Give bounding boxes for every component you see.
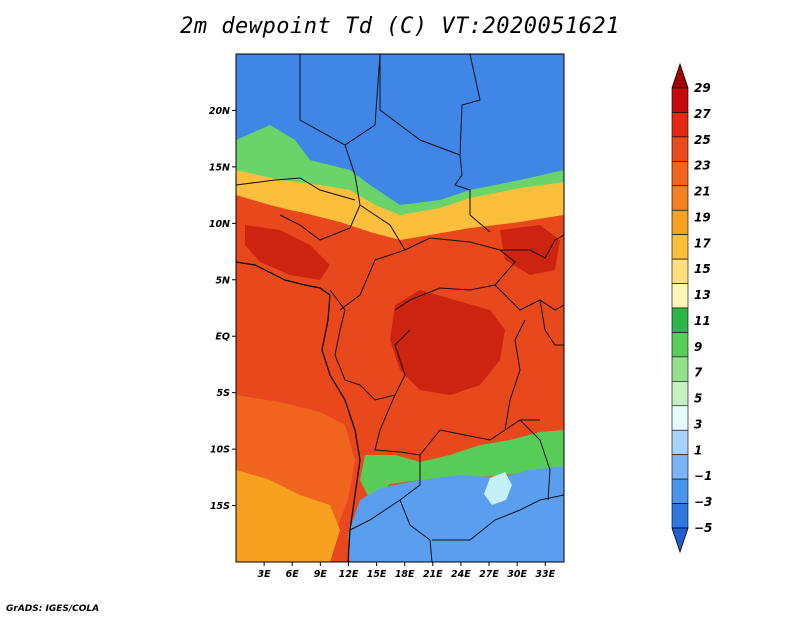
- lat-tick-label: 20N: [209, 106, 230, 117]
- colorbar-label: 21: [694, 185, 711, 199]
- colorbar-label: 15: [694, 262, 711, 276]
- colorbar-swatch: [671, 185, 689, 211]
- lake-region: [484, 472, 512, 505]
- colorbar-label: 1: [694, 443, 702, 457]
- colorbar-label: 5: [694, 392, 702, 406]
- border-line: [504, 319, 526, 431]
- border-line: [454, 154, 491, 233]
- colorbar-label: 7: [694, 366, 703, 380]
- lon-tick-label: 27E: [479, 569, 499, 580]
- colorbar-swatch: [671, 87, 689, 113]
- colorbar-label: 9: [694, 340, 702, 354]
- colorbar-swatch: [671, 234, 689, 260]
- latitude-axis: 20N 15N 10N 5N EQ 5S 10S 15S: [209, 106, 236, 512]
- coastline: [236, 261, 361, 562]
- colorbar-label: 13: [694, 288, 711, 302]
- lat-tick-label: 5S: [217, 388, 231, 399]
- colorbar-label: 11: [694, 314, 711, 328]
- colorbar-label: 23: [694, 159, 711, 173]
- border-line: [399, 455, 433, 562]
- colorbar-label: −1: [694, 469, 712, 483]
- colorbar-label: 17: [694, 236, 711, 250]
- congo-basin-core: [390, 290, 505, 395]
- colorbar-swatch: [671, 209, 689, 235]
- lat-tick-label: 5N: [215, 275, 230, 286]
- colorbar-swatch: [671, 332, 689, 358]
- colorbar-swatch: [671, 283, 689, 309]
- dewpoint-map: [236, 54, 564, 562]
- country-borders: [236, 54, 564, 562]
- border-line: [236, 177, 356, 201]
- colorbar-swatch: [671, 161, 689, 187]
- colorbar-label: −3: [694, 495, 712, 509]
- longitude-axis: 3E 6E 9E 12E 15E 18E 21E 24E 27E 30E 33E: [258, 562, 556, 580]
- lon-tick-label: 15E: [367, 569, 387, 580]
- lat-tick-label: EQ: [215, 332, 230, 343]
- colorbar-label: −5: [694, 521, 712, 535]
- south-atlantic-gold: [236, 470, 340, 562]
- colorbar-swatch: [671, 112, 689, 138]
- colorbar-swatch: [671, 307, 689, 333]
- colorbar-label: 25: [694, 133, 711, 147]
- sahel-transition-band: [236, 170, 564, 240]
- lat-tick-label: 15S: [210, 501, 230, 512]
- lon-tick-label: 30E: [507, 569, 527, 580]
- lon-tick-label: 9E: [314, 569, 328, 580]
- lon-tick-label: 3E: [258, 569, 272, 580]
- colorbar-top-arrow: [671, 62, 689, 89]
- border-line: [339, 204, 406, 311]
- lon-tick-label: 18E: [395, 569, 415, 580]
- lon-tick-label: 6E: [286, 569, 300, 580]
- colorbar-bottom-arrow: [671, 527, 689, 554]
- colorbar-label: 27: [694, 107, 711, 121]
- colorbar-label: 19: [694, 210, 711, 224]
- colorbar-swatch: [671, 356, 689, 382]
- border-line: [519, 419, 551, 501]
- colorbar-swatch: [671, 136, 689, 162]
- lon-tick-label: 33E: [535, 569, 555, 580]
- colorbar-label: 3: [694, 417, 702, 431]
- west-africa-core: [245, 225, 330, 280]
- lat-tick-label: 10S: [210, 445, 230, 456]
- lat-tick-label: 10N: [209, 219, 230, 230]
- lon-tick-label: 24E: [451, 569, 471, 580]
- colorbar-swatch: [671, 381, 689, 407]
- border-line: [374, 394, 441, 456]
- lon-tick-label: 12E: [339, 569, 359, 580]
- border-line: [500, 234, 564, 259]
- border-line: [349, 499, 401, 531]
- footer-credit: GrADS: IGES/COLA: [6, 604, 100, 614]
- colorbar: 29 27 25 23 21 19 17 15 13 11 9 7 5 3 1 −1 −3 −5: [671, 62, 712, 554]
- border-line: [432, 494, 564, 541]
- colorbar-swatch: [671, 478, 689, 504]
- colorbar-swatch: [671, 429, 689, 455]
- border-line: [329, 289, 361, 386]
- plot-title: 2m dewpoint Td (C) VT:2020051621: [180, 14, 620, 39]
- colorbar-swatch: [671, 503, 689, 529]
- colorbar-swatch: [671, 405, 689, 431]
- lon-tick-label: 21E: [423, 569, 443, 580]
- border-line: [394, 237, 516, 311]
- lat-tick-label: 15N: [209, 162, 230, 173]
- border-line: [359, 329, 411, 401]
- southern-africa-green: [360, 430, 564, 500]
- border-line: [279, 144, 361, 241]
- border-line: [539, 299, 564, 346]
- border-line: [494, 284, 564, 311]
- colorbar-swatch: [671, 258, 689, 284]
- border-line: [439, 419, 540, 441]
- plot-frame: [235, 53, 565, 563]
- colorbar-label: 29: [694, 81, 711, 95]
- colorbar-swatch: [671, 454, 689, 480]
